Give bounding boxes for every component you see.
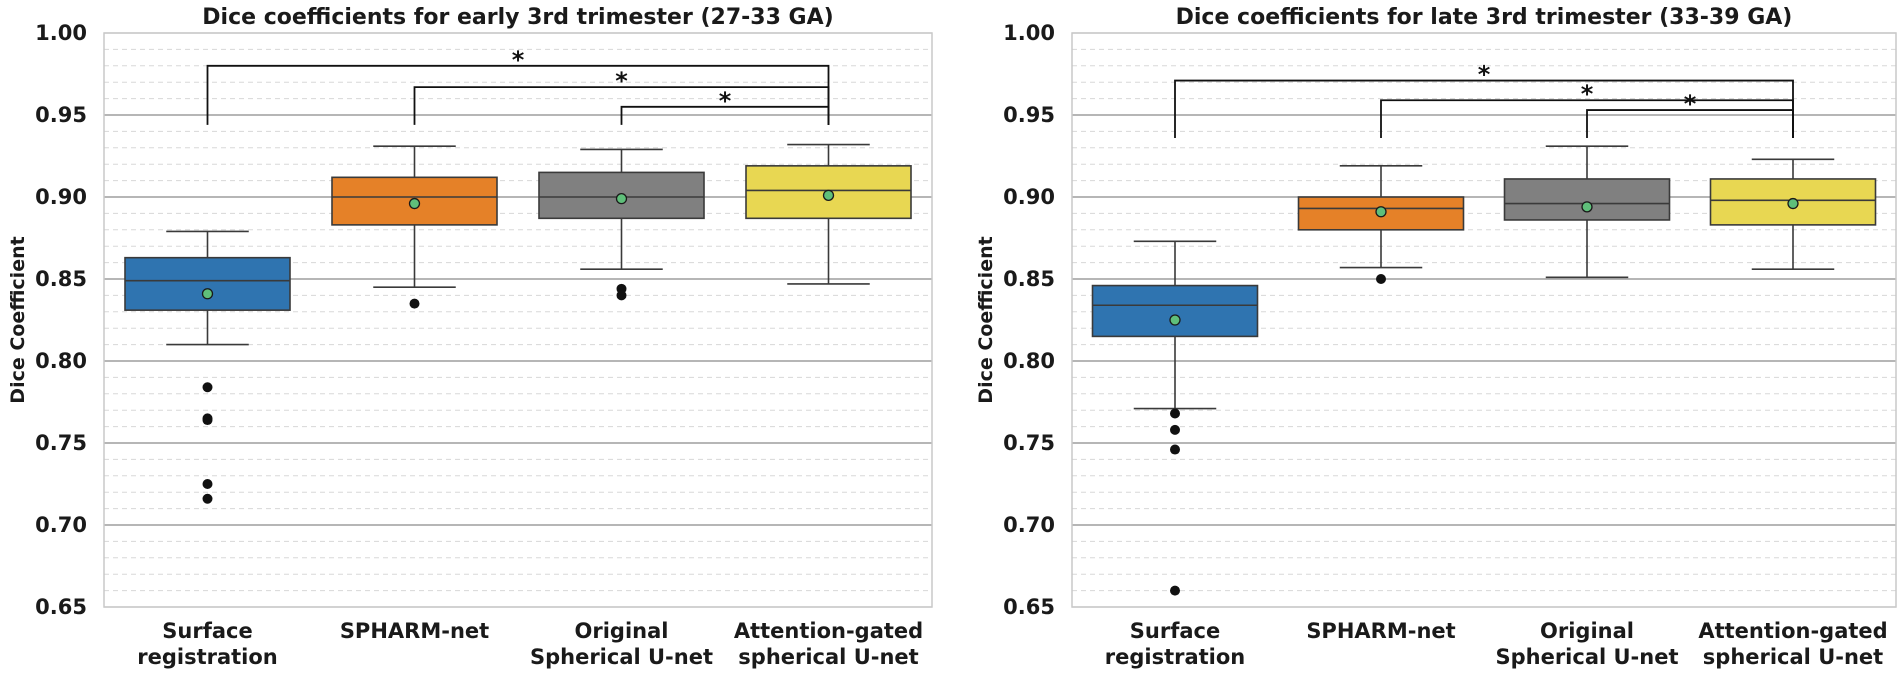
- significance-star: *: [1581, 80, 1594, 108]
- x-tick-label-line: Spherical U-net: [1495, 645, 1678, 669]
- box-group: [124, 230, 291, 504]
- y-tick-label: 0.65: [35, 595, 87, 619]
- x-tick-label: Surface registration: [137, 619, 278, 669]
- outlier-point: [202, 382, 213, 393]
- y-tick-label: 0.80: [1003, 349, 1055, 373]
- y-tick-label: 0.80: [35, 349, 87, 373]
- outlier-point: [616, 290, 627, 301]
- bracket-line: [1586, 109, 1794, 138]
- mean-marker: [1581, 201, 1593, 213]
- mean-marker: [1787, 197, 1799, 210]
- y-tick-label: 0.85: [35, 267, 87, 291]
- significance-bracket: *: [1586, 90, 1794, 138]
- y-tick-label: 0.85: [1003, 267, 1055, 291]
- x-tick-label-line: SPHARM-net: [340, 619, 489, 643]
- x-tick-label-line: Spherical U-net: [530, 645, 713, 669]
- box-body: [124, 256, 291, 311]
- significance-star: *: [512, 46, 525, 74]
- outlier-point: [1170, 424, 1180, 435]
- x-tick-label: Original Spherical U-net: [530, 619, 713, 669]
- y-tick-label: 1.00: [1003, 21, 1055, 45]
- outlier-point: [1376, 274, 1386, 284]
- x-tick-label-line: registration: [1105, 645, 1246, 669]
- x-tick-label-line: spherical U-net: [1703, 645, 1883, 669]
- significance-star: *: [1684, 90, 1697, 118]
- x-tick-label-line: Surface: [162, 619, 252, 643]
- x-tick-label-line: SPHARM-net: [1306, 619, 1455, 643]
- x-tick-label-line: Attention-gated: [1698, 619, 1887, 643]
- x-tick-label-line: spherical U-net: [738, 645, 918, 669]
- box-group: [538, 148, 705, 301]
- outlier-point: [202, 493, 213, 504]
- significance-star: *: [1478, 61, 1491, 89]
- outlier-point: [1170, 408, 1180, 419]
- outlier-point: [1170, 444, 1180, 455]
- x-tick-label-line: Surface: [1130, 619, 1220, 643]
- chart-title: Dice coefficients for late 3rd trimester…: [1176, 5, 1793, 30]
- y-axis-label: Dice Coefficient: [7, 236, 29, 403]
- significance-star: *: [719, 87, 732, 115]
- box-group: [745, 143, 912, 285]
- x-tick-label-line: Attention-gated: [734, 619, 923, 643]
- box-group: [1709, 158, 1877, 270]
- significance-star: *: [615, 67, 628, 95]
- y-tick-label: 0.70: [35, 513, 87, 537]
- mean-marker: [1375, 206, 1387, 218]
- chart-title: Dice coefficients for early 3rd trimeste…: [202, 5, 833, 30]
- x-tick-label-line: Original: [575, 619, 669, 643]
- bracket-line: [620, 105, 830, 125]
- y-tick-label: 1.00: [35, 21, 87, 45]
- y-tick-label: 0.65: [1003, 595, 1055, 619]
- mean-marker: [1169, 314, 1181, 326]
- outlier-point: [409, 298, 420, 309]
- box-group: [1503, 145, 1671, 279]
- x-tick-label: Attention-gated spherical U-net: [734, 619, 923, 669]
- mean-marker: [822, 189, 835, 202]
- plot-area: [104, 33, 932, 607]
- box-group: [331, 145, 498, 309]
- y-tick-label: 0.75: [35, 431, 87, 455]
- box-body: [1091, 284, 1259, 338]
- x-tick-label: SPHARM-net: [340, 619, 489, 643]
- mean-marker: [408, 197, 421, 210]
- plot-frame: [1071, 32, 1897, 608]
- plot-frame: [103, 32, 933, 608]
- box-body: [1503, 178, 1671, 221]
- significance-bracket: *: [620, 87, 830, 125]
- chart-panel-early-trimester: 0.65 0.70 0.75 0.80 0.85 0.90 0.95 1.00 Dice coe…: [7, 5, 933, 669]
- outlier-point: [202, 415, 213, 426]
- y-tick-label: 0.95: [1003, 103, 1055, 127]
- x-tick-label-line: registration: [137, 645, 278, 669]
- y-tick-label: 0.75: [1003, 431, 1055, 455]
- x-tick-label: Surface registration: [1105, 619, 1246, 669]
- mean-marker: [615, 192, 628, 205]
- x-tick-label: Original Spherical U-net: [1495, 619, 1678, 669]
- mean-marker: [201, 288, 214, 300]
- chart-panel-late-trimester: 0.65 0.70 0.75 0.80 0.85 0.90 0.95 1.00 Dice coe…: [975, 5, 1897, 669]
- y-tick-label: 0.70: [1003, 513, 1055, 537]
- outlier-point: [202, 479, 213, 489]
- x-tick-label-line: Original: [1540, 619, 1634, 643]
- y-axis-label: Dice Coefficient: [975, 236, 997, 403]
- box-group: [1297, 165, 1465, 284]
- y-tick-label: 0.95: [35, 103, 87, 127]
- x-tick-label: SPHARM-net: [1306, 619, 1455, 643]
- box-group: [1091, 240, 1259, 596]
- y-tick-label: 0.90: [1003, 185, 1055, 209]
- y-tick-label: 0.90: [35, 185, 87, 209]
- outlier-point: [1170, 585, 1180, 596]
- x-tick-label: Attention-gated spherical U-net: [1698, 619, 1887, 669]
